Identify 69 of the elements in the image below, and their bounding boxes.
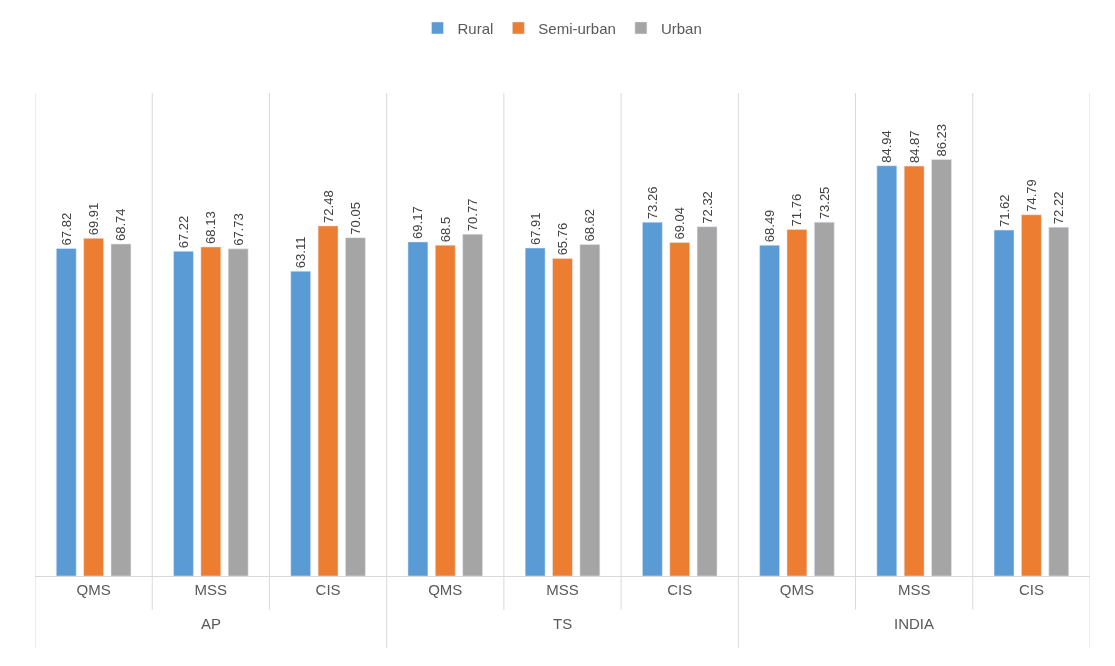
- data-label: 65.76: [555, 222, 570, 256]
- bar: [200, 246, 222, 576]
- data-label: 68.74: [113, 208, 129, 241]
- data-label: 72.32: [699, 191, 715, 224]
- data-label: 84.87: [906, 130, 922, 164]
- bar: [876, 165, 898, 576]
- x-tick-label: QMS: [428, 581, 463, 598]
- data-label: 63.11: [293, 236, 309, 269]
- bar: [56, 248, 77, 576]
- bar: [83, 238, 104, 576]
- legend-label: Rural: [457, 19, 494, 37]
- data-label: 68.13: [203, 211, 219, 244]
- data-label: 68.5: [437, 216, 453, 243]
- data-label: 73.25: [816, 186, 832, 220]
- x-tick-label: CIS: [1018, 581, 1044, 598]
- x-tick-label: QMS: [779, 581, 815, 598]
- bar: [110, 243, 132, 576]
- bar: [317, 225, 339, 576]
- x-tick-label: CIS: [667, 581, 693, 598]
- bar: [552, 258, 573, 576]
- x-tick-label: CIS: [315, 581, 341, 598]
- bar: [227, 248, 249, 576]
- data-label: 86.23: [934, 123, 950, 157]
- bar: [903, 165, 925, 576]
- data-label: 72.48: [320, 190, 336, 223]
- x-tick-label: MSS: [897, 581, 931, 598]
- data-label: 70.05: [347, 202, 363, 235]
- bar: [786, 229, 808, 576]
- bar: [814, 221, 835, 576]
- bar: [1048, 226, 1069, 576]
- bar: [931, 159, 952, 576]
- data-label: 72.22: [1051, 191, 1067, 225]
- data-label: 69.91: [86, 202, 102, 236]
- data-label: 69.04: [672, 206, 688, 240]
- legend-label: Urban: [660, 19, 702, 37]
- data-label: 74.79: [1023, 179, 1039, 212]
- bar: [696, 226, 718, 576]
- bar: [407, 241, 429, 576]
- bar: [642, 221, 663, 576]
- bar: [1021, 214, 1042, 576]
- data-label: 68.49: [762, 209, 778, 243]
- bar: [579, 244, 601, 576]
- text: AP: [201, 615, 222, 632]
- data-label: 67.91: [527, 212, 543, 245]
- data-label: 67.73: [230, 213, 246, 246]
- bar: [669, 242, 690, 576]
- data-label: 68.62: [582, 209, 598, 242]
- bar: [345, 237, 366, 576]
- text: INDIA: [894, 615, 935, 632]
- bar: [290, 270, 311, 576]
- bar: [993, 229, 1015, 576]
- bar: [462, 233, 483, 576]
- bar: [173, 251, 194, 576]
- data-label: 71.76: [789, 193, 805, 227]
- text: TS: [553, 615, 573, 632]
- data-label: 84.94: [879, 130, 895, 163]
- data-label: 70.77: [465, 198, 481, 232]
- bar: [759, 244, 780, 576]
- data-label: 69.17: [410, 206, 426, 239]
- x-tick-label: QMS: [76, 581, 111, 598]
- legend-label: Semi-urban: [538, 19, 616, 37]
- data-label: 67.22: [175, 215, 191, 249]
- x-tick-label: MSS: [546, 581, 579, 598]
- x-tick-label: MSS: [194, 581, 228, 598]
- bar: [435, 244, 456, 576]
- data-label: 73.26: [644, 186, 660, 220]
- data-label: 71.62: [996, 194, 1012, 228]
- bar: [524, 247, 546, 576]
- data-label: 67.82: [58, 212, 74, 246]
